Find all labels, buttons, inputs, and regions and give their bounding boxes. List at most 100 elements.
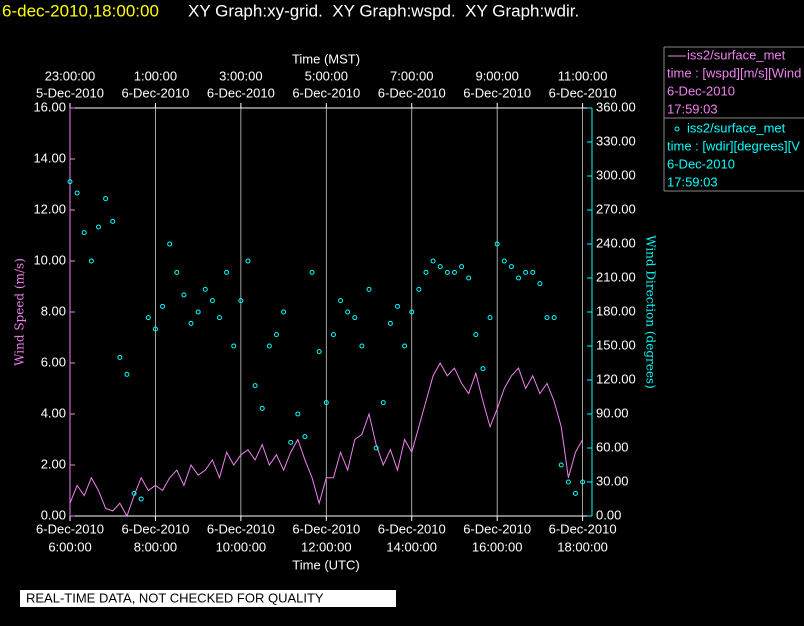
legend-detail: time : [wspd][m/s][Wind xyxy=(667,65,801,80)
wind-direction-point xyxy=(188,320,194,326)
x-tick-label: 6-Dec-2010 xyxy=(463,521,531,536)
x2-tick-label: 5:00:00 xyxy=(305,68,348,83)
wind-direction-point xyxy=(473,332,479,338)
y-tick-label: 10.00 xyxy=(33,252,66,267)
wind-direction-point xyxy=(202,286,208,292)
wind-direction-point xyxy=(572,490,578,496)
y-tick-label: 8.00 xyxy=(41,303,66,318)
legend-label: iss2/surface_met xyxy=(687,47,786,62)
x2-tick-label: 9:00:00 xyxy=(475,68,518,83)
wind-direction-point xyxy=(409,309,415,315)
x-tick-label: 6-Dec-2010 xyxy=(36,521,104,536)
wind-direction-point xyxy=(544,315,550,321)
wind-direction-point xyxy=(181,292,187,298)
wind-direction-point xyxy=(323,400,329,406)
wind-direction-point xyxy=(81,230,87,236)
wind-direction-point xyxy=(124,371,130,377)
wind-direction-point xyxy=(245,258,251,264)
wind-direction-point xyxy=(174,269,180,275)
y2-tick-label: 150.00 xyxy=(596,337,636,352)
wind-direction-point xyxy=(380,400,386,406)
wind-direction-point xyxy=(131,490,137,496)
wind-direction-point xyxy=(316,349,322,355)
x-tick-label: 6-Dec-2010 xyxy=(121,521,189,536)
wind-direction-point xyxy=(259,405,265,411)
y-tick-label: 4.00 xyxy=(41,405,66,420)
chart-title: XY Graph:xy-grid. XY Graph:wspd. XY Grap… xyxy=(188,1,579,20)
wind-direction-point xyxy=(95,224,101,230)
x-tick-label: 6-Dec-2010 xyxy=(207,521,275,536)
x-tick-label: 6-Dec-2010 xyxy=(549,521,617,536)
y2-tick-label: 240.00 xyxy=(596,235,636,250)
wind-direction-point xyxy=(117,354,123,360)
wind-direction-point xyxy=(508,264,514,270)
legend-swatch xyxy=(674,126,680,132)
wind-direction-point xyxy=(209,298,215,304)
footer: REAL-TIME DATA, NOT CHECKED FOR QUALITY xyxy=(26,590,324,605)
wind-direction-point xyxy=(295,411,301,417)
wind-direction-point xyxy=(67,179,73,185)
wind-direction-point xyxy=(494,241,500,247)
y2-tick-label: 360.00 xyxy=(596,99,636,114)
wind-direction-point xyxy=(580,479,586,485)
wind-direction-point xyxy=(338,298,344,304)
x-tick-label: 6:00:00 xyxy=(48,539,91,554)
y2-tick-label: 270.00 xyxy=(596,201,636,216)
wind-direction-point xyxy=(530,269,536,275)
x2-axis-title: Time (MST) xyxy=(292,51,360,66)
wind-direction-point xyxy=(231,343,237,349)
legend-label: iss2/surface_met xyxy=(687,120,786,135)
x-tick-label: 12:00:00 xyxy=(301,539,352,554)
x2-tick-label: 1:00:00 xyxy=(134,68,177,83)
wind-direction-point xyxy=(145,315,151,321)
wind-direction-point xyxy=(437,264,443,270)
x-tick-label: 6-Dec-2010 xyxy=(378,521,446,536)
legend-detail: time : [wdir][degrees][V xyxy=(667,138,800,153)
wind-direction-point xyxy=(537,281,543,287)
wind-direction-point xyxy=(352,315,358,321)
wind-direction-point xyxy=(501,258,507,264)
wind-direction-point xyxy=(74,190,80,196)
footer-box xyxy=(20,590,396,607)
x2-tick-label: 23:00:00 xyxy=(45,68,96,83)
y2-tick-label: 90.00 xyxy=(596,405,629,420)
y2-tick-label: 330.00 xyxy=(596,133,636,148)
wind-direction-point xyxy=(288,439,294,445)
x-tick-label: 10:00:00 xyxy=(216,539,267,554)
wind-direction-point xyxy=(551,315,557,321)
x2-tick-label: 7:00:00 xyxy=(390,68,433,83)
wind-direction-point xyxy=(516,275,522,281)
wind-direction-point xyxy=(487,315,493,321)
y2-tick-label: 0.00 xyxy=(596,507,621,522)
wind-direction-point xyxy=(373,445,379,451)
wind-direction-point xyxy=(309,269,315,275)
x-axis-title: Time (UTC) xyxy=(292,557,359,572)
wind-direction-point xyxy=(480,366,486,372)
wind-direction-point xyxy=(252,383,258,389)
wind-direction-point xyxy=(394,303,400,309)
y2-tick-label: 30.00 xyxy=(596,473,629,488)
wind-direction-point xyxy=(302,434,308,440)
x2-tick-label: 6-Dec-2010 xyxy=(378,85,446,100)
wind-direction-point xyxy=(387,320,393,326)
wind-direction-point xyxy=(88,258,94,264)
wind-direction-point xyxy=(444,269,450,275)
wind-direction-point xyxy=(152,326,158,332)
x-tick-label: 16:00:00 xyxy=(472,539,523,554)
y-tick-label: 2.00 xyxy=(41,456,66,471)
y-tick-label: 0.00 xyxy=(41,507,66,522)
wind-direction-point xyxy=(345,309,351,315)
wind-speed-line xyxy=(69,361,584,518)
wind-direction-point xyxy=(359,343,365,349)
legend-detail: 6-Dec-2010 xyxy=(667,156,735,171)
y2-tick-label: 60.00 xyxy=(596,439,629,454)
y-tick-label: 14.00 xyxy=(33,150,66,165)
wind-direction-point xyxy=(565,479,571,485)
wind-direction-point xyxy=(459,264,465,270)
wind-direction-point xyxy=(423,269,429,275)
wind-direction-point xyxy=(224,269,230,275)
x2-tick-label: 6-Dec-2010 xyxy=(207,85,275,100)
y-tick-label: 12.00 xyxy=(33,201,66,216)
